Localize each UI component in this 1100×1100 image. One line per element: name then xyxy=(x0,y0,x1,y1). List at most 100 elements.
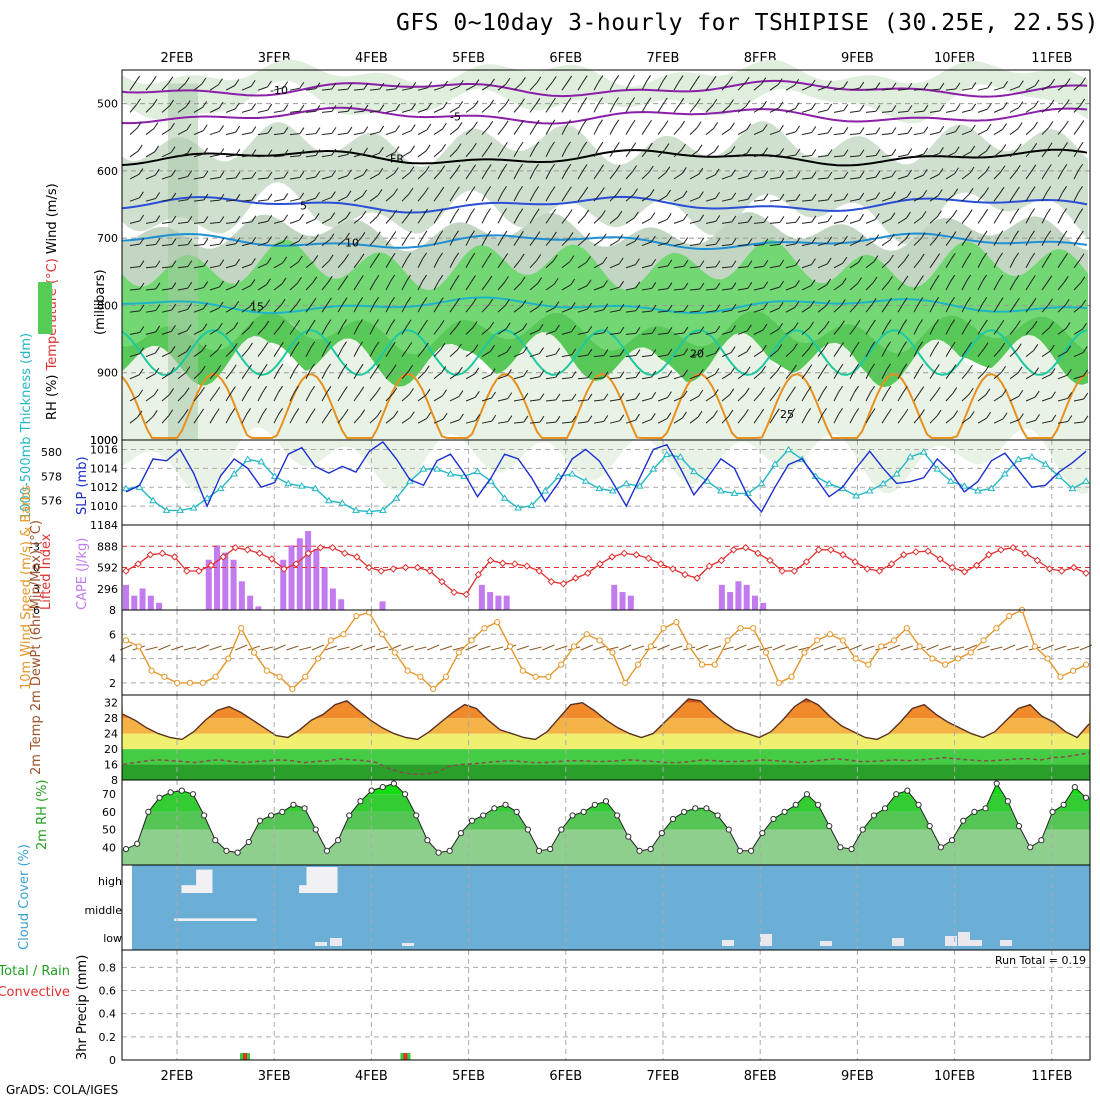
cloud-bar-low xyxy=(945,936,957,946)
li-marker xyxy=(863,565,871,573)
wind-barb-flag xyxy=(999,186,1005,194)
rh-marker xyxy=(223,847,230,854)
wind-barb xyxy=(353,259,361,269)
wind-barb xyxy=(545,237,553,246)
li-marker xyxy=(632,551,641,559)
wind-barb xyxy=(849,369,856,380)
wind-barb-flag xyxy=(699,214,705,222)
wind-barb xyxy=(401,172,411,180)
thickness-line-marker xyxy=(270,472,279,479)
wind-barb-flag xyxy=(422,252,428,260)
wind-barb-flag xyxy=(139,282,145,290)
surface-wind-barb xyxy=(1041,644,1054,651)
wind-barb-flag xyxy=(967,209,973,216)
wind-barb xyxy=(625,419,636,424)
surface-wind-barb xyxy=(414,646,427,651)
wind-barb-flag xyxy=(171,215,177,223)
wind-barb-flag xyxy=(891,148,897,156)
wind-barb-flag xyxy=(202,302,208,310)
wind-barb xyxy=(1041,214,1047,224)
wind-barb-flag xyxy=(953,188,959,196)
wind-barb xyxy=(689,220,700,224)
wind-barb xyxy=(433,258,439,269)
temperature-contour xyxy=(122,296,1088,315)
wind-barb xyxy=(129,173,140,180)
wind-barb-flag xyxy=(795,215,801,223)
wind-barb xyxy=(913,392,921,402)
wind-barb xyxy=(801,264,812,269)
thickness-line-marker xyxy=(1014,455,1023,462)
wind-speed-line-marker xyxy=(442,673,450,680)
wind-barb-flag xyxy=(715,237,721,245)
wind-barb xyxy=(561,169,568,180)
wind-barb xyxy=(529,306,539,313)
wind-barb xyxy=(1025,127,1034,135)
wind-barb xyxy=(449,149,458,158)
wind-barb-flag xyxy=(778,101,784,109)
wind-barb xyxy=(849,110,860,113)
cape-bar xyxy=(379,601,386,610)
wind-barb-flag xyxy=(1065,78,1071,85)
wind-barb-flag xyxy=(715,282,721,290)
wind-barb-flag xyxy=(439,320,445,327)
wind-barb-flag xyxy=(918,297,924,304)
wind-barb-flag xyxy=(1050,368,1056,375)
temperature-contour-label: 10 xyxy=(345,237,359,250)
wind-barb-flag xyxy=(571,415,577,423)
rh-marker xyxy=(814,801,822,808)
wind-barb xyxy=(1041,148,1049,158)
wind-barb-flag xyxy=(762,124,768,131)
wind-barb-flag xyxy=(619,393,625,400)
wind-barb xyxy=(1057,214,1064,224)
wind-barb-flag xyxy=(217,78,223,86)
wind-barb-flag xyxy=(1051,414,1057,422)
wind-barb-flag xyxy=(1066,345,1072,353)
surface-wind-barb xyxy=(785,645,798,651)
wind-barb xyxy=(449,349,458,357)
rh-marker xyxy=(881,805,889,812)
wind-barb xyxy=(577,125,583,135)
date-label-bottom: 5FEB xyxy=(452,1069,485,1084)
wind-barb xyxy=(129,81,137,91)
wind-barb xyxy=(177,393,186,402)
wind-barb-flag xyxy=(138,368,144,376)
cape-tick-label: 888 xyxy=(97,540,118,553)
wind-barb-flag xyxy=(201,344,207,352)
wind-barb-flag xyxy=(631,142,637,149)
wind-barb xyxy=(865,155,876,158)
wind-speed-line-marker xyxy=(673,619,680,626)
wind-barb-flag xyxy=(998,297,1004,304)
wind-barb xyxy=(417,171,426,180)
wind-barb-flag xyxy=(793,322,799,329)
wind-barb xyxy=(385,280,392,291)
thickness-line-marker xyxy=(865,487,874,494)
wind-barb xyxy=(1009,192,1016,202)
wind-barb xyxy=(977,417,987,424)
wind-barb-flag xyxy=(905,232,911,240)
wind-barb-flag xyxy=(697,144,703,152)
wind-speed-line-marker xyxy=(878,643,885,650)
wind-barb-flag xyxy=(582,119,587,126)
wind-barb-flag xyxy=(550,186,556,193)
cloud-bar xyxy=(188,885,198,893)
wind-barb-flag xyxy=(490,345,495,352)
surface-wind-barb xyxy=(721,646,734,651)
wind-barb xyxy=(1025,214,1032,224)
thickness-line-marker xyxy=(284,479,293,487)
wind-barb-flag xyxy=(571,348,577,356)
wind-barb-flag xyxy=(202,323,208,331)
wind-speed-line-marker xyxy=(250,649,258,656)
wind-barb-flag xyxy=(425,144,431,152)
wind-barb-flag xyxy=(822,364,828,371)
wind-barb xyxy=(833,348,840,357)
wind-barb-flag xyxy=(455,164,461,172)
wind-barb xyxy=(177,244,188,247)
surface-wind-barb xyxy=(337,646,350,651)
wind-barb xyxy=(193,221,204,224)
cape-bar xyxy=(123,584,129,610)
wind-barb-flag xyxy=(376,409,382,417)
wind-barb xyxy=(273,347,280,357)
wind-speed-line-marker xyxy=(468,637,475,644)
wind-barb xyxy=(337,347,343,357)
wind-barb-flag xyxy=(216,365,222,372)
